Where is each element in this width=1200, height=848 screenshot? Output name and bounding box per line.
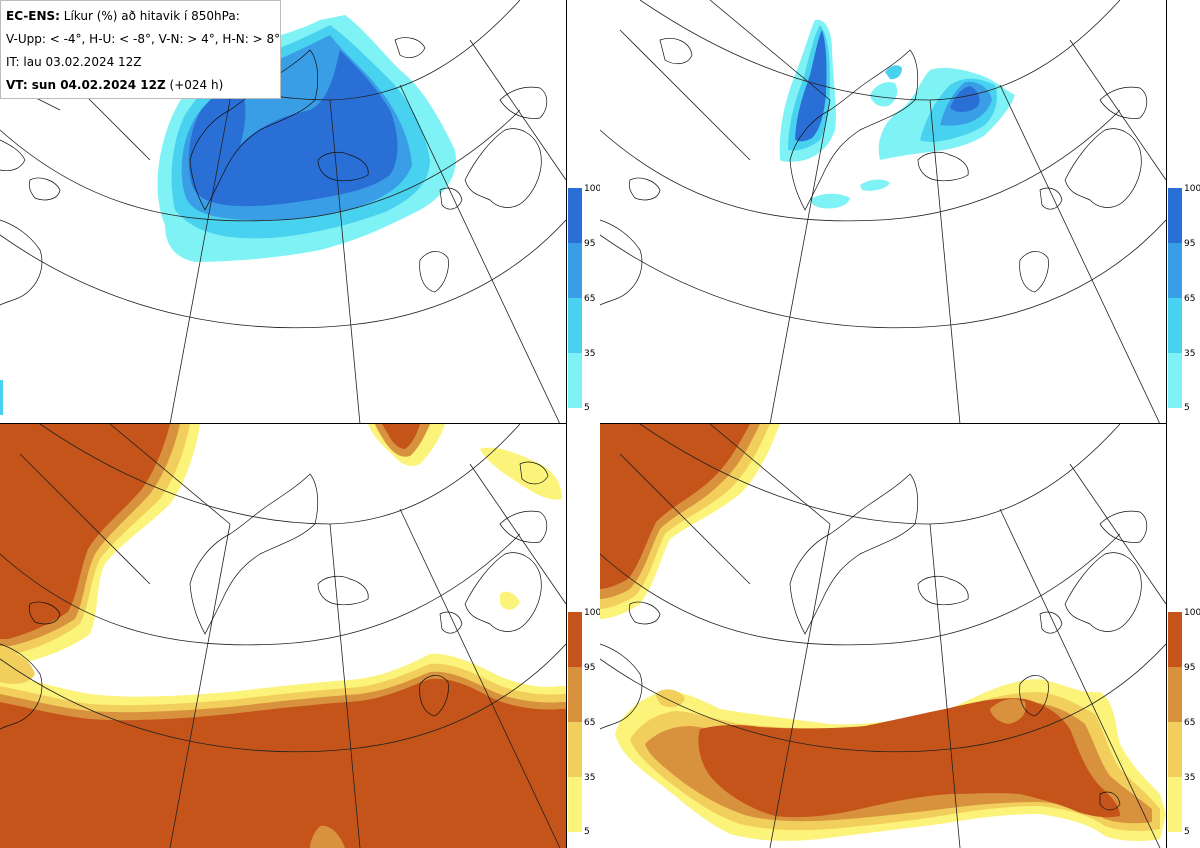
cb-tick-95: 95 <box>584 239 596 249</box>
cb-seg-65 <box>1168 243 1182 298</box>
panel-divider-horizontal-left <box>0 423 566 424</box>
cb-tick-35: 35 <box>1184 773 1196 783</box>
map-h-n <box>600 424 1166 848</box>
panel-h-u: 100 95 65 35 5 <box>600 0 1200 424</box>
graticule <box>0 424 566 848</box>
coastlines <box>600 38 1148 306</box>
cb-tick-5: 5 <box>1184 827 1190 837</box>
panel-v-upp: 100 95 65 35 5 EC-ENS: Líkur (%) að hita… <box>0 0 600 424</box>
cb-seg-35 <box>568 722 582 777</box>
colorbar-warm: 100 95 65 35 5 <box>568 609 600 837</box>
cb-tick-100: 100 <box>584 184 600 194</box>
cb-tick-5: 5 <box>584 827 590 837</box>
info-title-rest: Líkur (%) að hitavik í 850hPa: <box>59 9 240 23</box>
info-line-init-time: IT: lau 03.02.2024 12Z <box>6 55 142 69</box>
panel-divider-horizontal-right <box>600 423 1166 424</box>
cb-seg-5 <box>568 777 582 832</box>
cb-seg-65 <box>568 243 582 298</box>
cb-seg-95 <box>568 188 582 243</box>
panel-h-n: 100 95 65 35 5 <box>600 424 1200 848</box>
info-box: EC-ENS: Líkur (%) að hitavik í 850hPa: V… <box>0 0 281 99</box>
cb-tick-65: 65 <box>1184 294 1196 304</box>
cb-seg-35 <box>1168 722 1182 777</box>
info-line-title: EC-ENS: Líkur (%) að hitavik í 850hPa: <box>6 6 275 29</box>
panel-divider-right <box>1166 0 1167 848</box>
prob-field <box>0 424 566 848</box>
cb-tick-95: 95 <box>584 663 596 673</box>
cb-tick-100: 100 <box>1184 184 1200 194</box>
cb-seg-35 <box>568 298 582 353</box>
cb-seg-5 <box>1168 777 1182 832</box>
info-line-valid-time: VT: sun 04.02.2024 12Z (+024 h) <box>6 75 275 98</box>
cb-seg-35 <box>1168 298 1182 353</box>
cb-tick-5: 5 <box>584 403 590 413</box>
cb-tick-5: 5 <box>1184 403 1190 413</box>
prob-field <box>600 424 1166 841</box>
map-v-n <box>0 424 566 848</box>
colorbar-cold: 100 95 65 35 5 <box>1168 185 1200 413</box>
cb-seg-95 <box>1168 188 1182 243</box>
graticule <box>600 0 1166 424</box>
cb-tick-65: 65 <box>1184 718 1196 728</box>
info-valid-bold: VT: sun 04.02.2024 12Z <box>6 78 166 92</box>
info-line-thresholds: V-Upp: < -4°, H-U: < -8°, V-N: > 4°, H-N… <box>6 32 281 46</box>
colorbar-cold: 100 95 65 35 5 <box>568 185 600 413</box>
cb-seg-95 <box>568 612 582 667</box>
coastlines <box>600 473 1148 811</box>
cb-tick-35: 35 <box>584 773 596 783</box>
panel-divider-left <box>566 0 567 848</box>
coastlines <box>0 461 549 730</box>
colorbar-warm: 100 95 65 35 5 <box>1168 609 1200 837</box>
cb-tick-95: 95 <box>1184 663 1196 673</box>
cb-tick-35: 35 <box>584 349 596 359</box>
cb-seg-5 <box>1168 353 1182 408</box>
cb-tick-100: 100 <box>584 608 600 618</box>
map-h-u <box>600 0 1166 424</box>
cb-seg-95 <box>1168 612 1182 667</box>
info-title-bold: EC-ENS: <box>6 9 60 23</box>
cb-tick-95: 95 <box>1184 239 1196 249</box>
cb-seg-65 <box>568 667 582 722</box>
cb-tick-35: 35 <box>1184 349 1196 359</box>
cb-tick-100: 100 <box>1184 608 1200 618</box>
cb-seg-65 <box>1168 667 1182 722</box>
graticule <box>600 424 1166 848</box>
cb-seg-5 <box>568 353 582 408</box>
cb-tick-65: 65 <box>584 718 596 728</box>
cb-tick-65: 65 <box>584 294 596 304</box>
info-valid-rest: (+024 h) <box>165 78 224 92</box>
prob-field <box>779 19 1015 209</box>
panel-v-n: 100 95 65 35 5 <box>0 424 600 848</box>
